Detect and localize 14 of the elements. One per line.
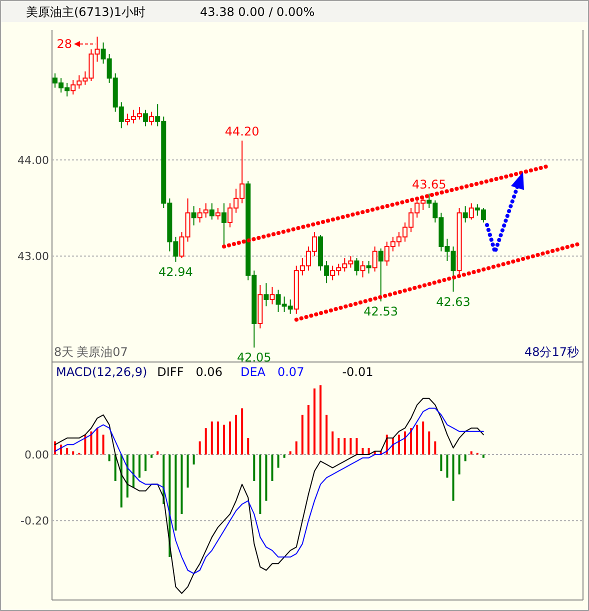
annotation: 44.20 (224, 124, 260, 139)
ytick: -0.20 (20, 514, 49, 528)
ytick: 43.00 (18, 250, 49, 264)
annotation: 42.05 (236, 350, 272, 365)
title: 美原油主(6713)1小时 (26, 5, 146, 19)
annotation: 42.53 (364, 304, 398, 318)
annotation: 42.94 (158, 264, 193, 279)
ytick: 44.00 (18, 154, 49, 167)
annotation: 42.63 (436, 294, 470, 309)
ytick: 0.00 (24, 448, 49, 462)
annotation: 43.65 (412, 178, 446, 192)
subtitle: 43.38 0.00 / 0.00% (200, 5, 315, 19)
title: MACD(12,26,9) (56, 365, 148, 379)
annotation: -0.01 (342, 365, 374, 379)
